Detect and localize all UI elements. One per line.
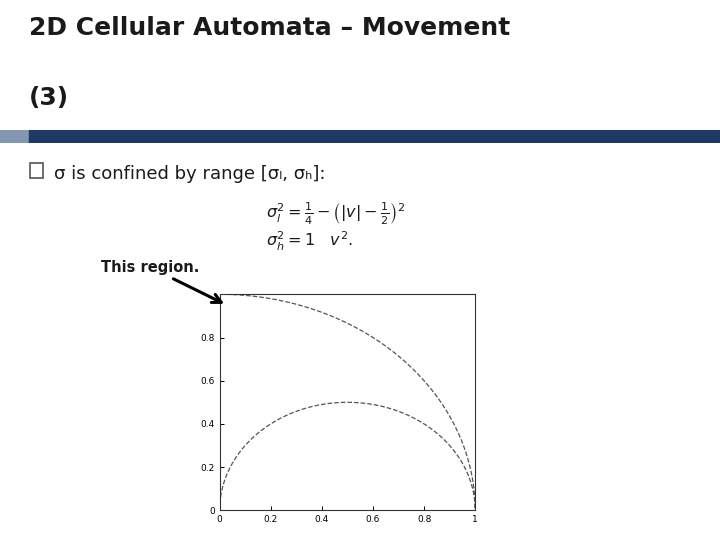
Text: $\sigma_h^2 = 1 \quad v^2.$: $\sigma_h^2 = 1 \quad v^2.$: [266, 230, 354, 253]
Text: $\sigma_l^2 = \frac{1}{4} - \left(|v| - \frac{1}{2}\right)^2$: $\sigma_l^2 = \frac{1}{4} - \left(|v| - …: [266, 200, 406, 226]
Bar: [30, 163, 43, 178]
Text: 2D Cellular Automata – Movement: 2D Cellular Automata – Movement: [29, 16, 510, 40]
Bar: [0, 130, 29, 143]
Text: This region.: This region.: [101, 260, 221, 302]
Text: (3): (3): [29, 86, 69, 110]
Text: σ is confined by range [σₗ, σₕ]:: σ is confined by range [σₗ, σₕ]:: [54, 165, 325, 183]
